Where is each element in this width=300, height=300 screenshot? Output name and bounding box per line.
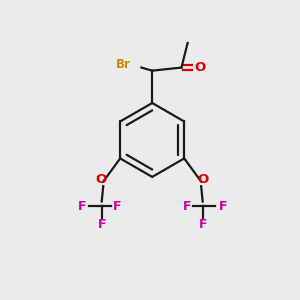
Text: O: O [95, 173, 106, 187]
Text: O: O [194, 61, 206, 74]
Text: F: F [218, 200, 227, 213]
Text: F: F [77, 200, 86, 213]
Text: F: F [183, 200, 191, 213]
Text: F: F [113, 200, 122, 213]
Text: O: O [198, 173, 209, 187]
Text: Br: Br [116, 58, 131, 71]
Text: F: F [98, 218, 106, 231]
Text: F: F [198, 218, 207, 231]
